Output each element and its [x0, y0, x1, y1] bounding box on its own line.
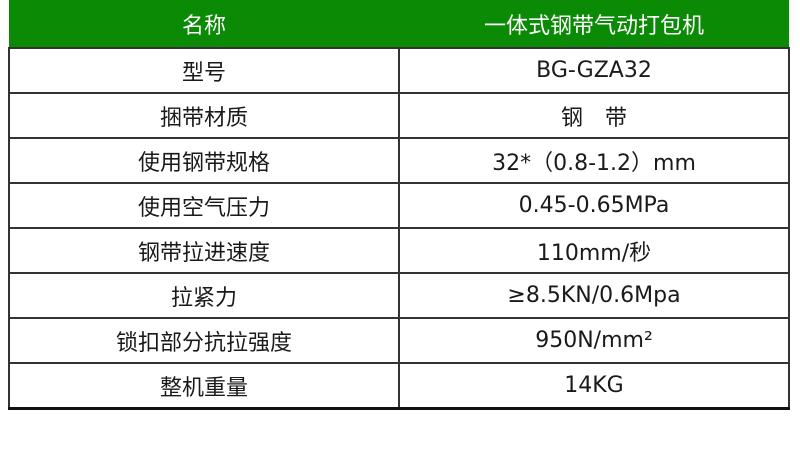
- row-value: BG-GZA32: [398, 47, 790, 94]
- row-label: 型号: [8, 47, 400, 94]
- row-value: 950N/mm²: [398, 317, 790, 364]
- spec-table: 名称 一体式钢带气动打包机 型号 BG-GZA32 捆带材质钢 带 使用钢带规格 3…: [8, 0, 790, 410]
- row-value: 钢 带: [398, 92, 790, 139]
- row-label: 整机重量: [8, 362, 400, 410]
- row-value: ≥8.5KN/0.6Mpa: [398, 272, 790, 319]
- table-header: 名称 一体式钢带气动打包机: [9, 0, 789, 48]
- row-label: 使用钢带规格: [8, 137, 400, 184]
- row-label: 钢带拉进速度: [8, 227, 400, 274]
- table-row: 型号 BG-GZA32: [8, 47, 790, 94]
- table-row: 使用钢带规格 32*（0.8-1.2）mm: [8, 137, 790, 184]
- row-value: 14KG: [398, 362, 790, 410]
- row-value: 32*（0.8-1.2）mm: [398, 137, 790, 184]
- row-label: 捆带材质: [8, 92, 400, 139]
- table-row: 捆带材质钢 带: [8, 92, 790, 139]
- row-label: 锁扣部分抗拉强度: [8, 317, 400, 364]
- row-label: 使用空气压力: [8, 182, 400, 229]
- table-row: 拉紧力 ≥8.5KN/0.6Mpa: [8, 272, 790, 319]
- row-value: 110mm/秒: [398, 227, 790, 274]
- header-product: 一体式钢带气动打包机: [399, 0, 789, 48]
- table-row: 使用空气压力 0.45-0.65MPa: [8, 182, 790, 229]
- row-label: 拉紧力: [8, 272, 400, 319]
- row-value: 0.45-0.65MPa: [398, 182, 790, 229]
- table-row: 锁扣部分抗拉强度 950N/mm²: [8, 317, 790, 364]
- header-name: 名称: [9, 0, 399, 48]
- table-row: 整机重量 14KG: [8, 362, 790, 410]
- table-row: 钢带拉进速度 110mm/秒: [8, 227, 790, 274]
